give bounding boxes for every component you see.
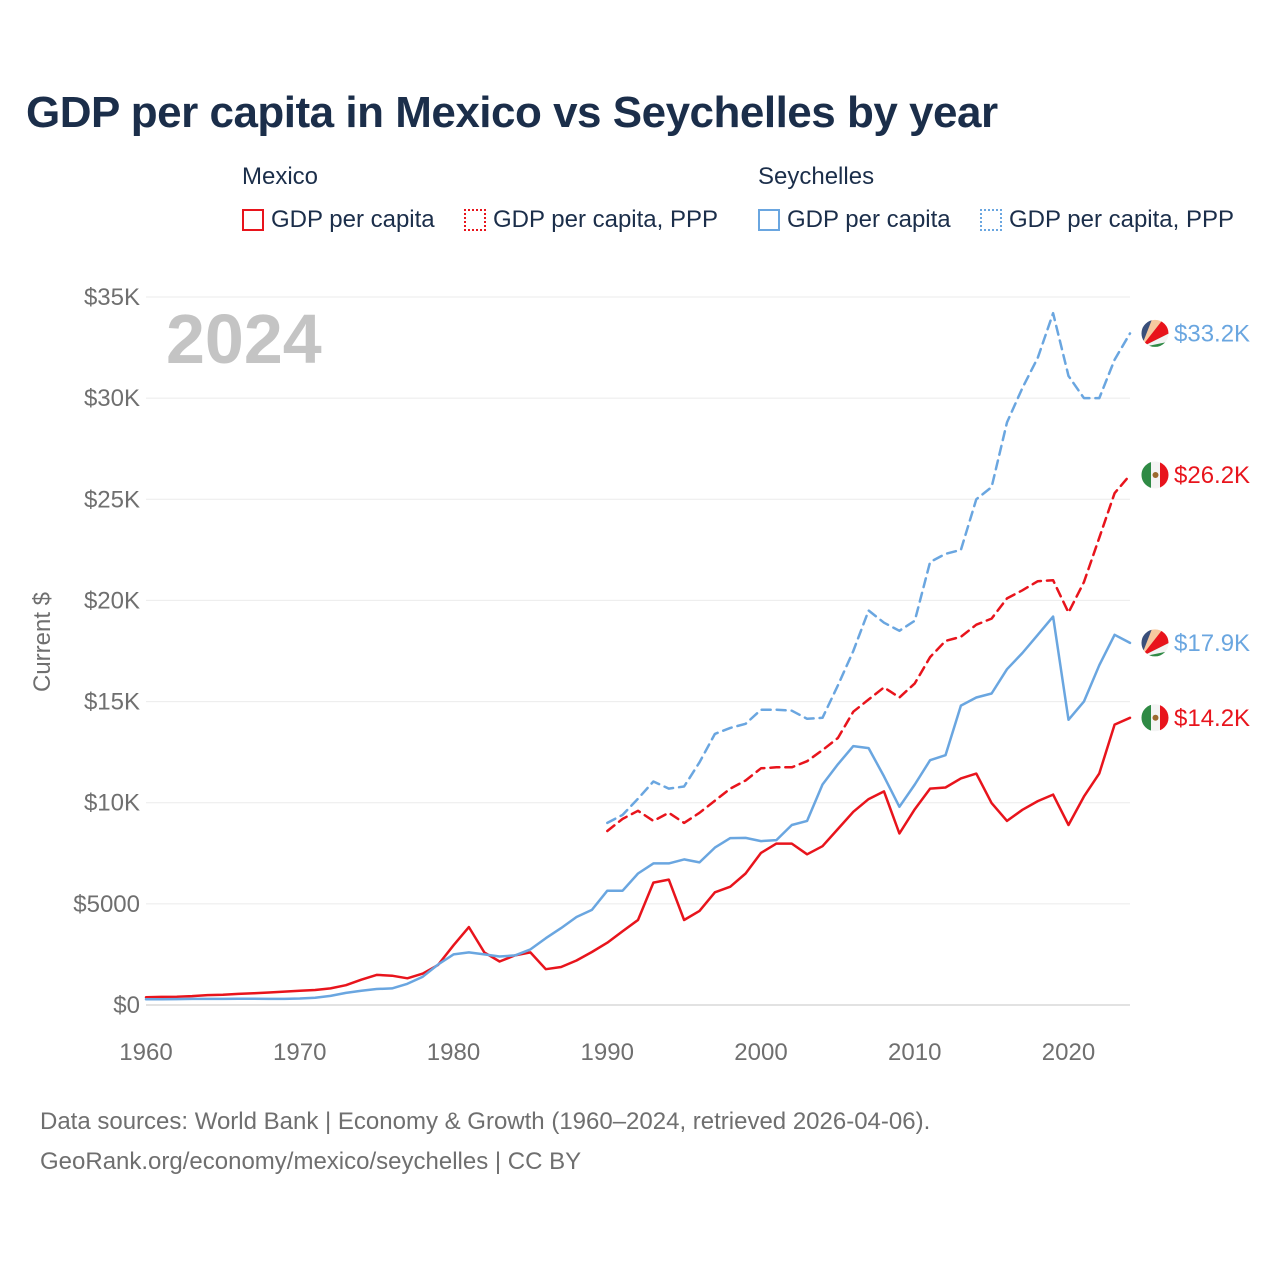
series-line-mexico-ppp[interactable] xyxy=(606,473,1132,833)
y-tick-label: $0 xyxy=(113,992,140,1019)
legend-label: GDP per capita, PPP xyxy=(493,206,718,233)
end-value-label: $26.2K xyxy=(1174,462,1250,489)
y-axis-label: Current $ xyxy=(29,592,56,692)
mexico-flag-icon xyxy=(1140,460,1170,490)
legend-mexico-gdp-ppp[interactable]: GDP per capita, PPP xyxy=(464,204,718,236)
end-value-label: $14.2K xyxy=(1174,705,1250,732)
mexico-flag-icon xyxy=(1140,703,1170,733)
end-value-label: $17.9K xyxy=(1174,630,1250,657)
source-line-1: Data sources: World Bank | Economy & Gro… xyxy=(40,1108,931,1135)
series-line-seychelles[interactable] xyxy=(144,615,1132,1001)
y-tick-label: $20K xyxy=(84,587,140,614)
end-value-label: $33.2K xyxy=(1174,320,1250,347)
x-tick-label: 1960 xyxy=(119,1039,172,1066)
legend-swatch-solid-red xyxy=(242,209,264,231)
legend-label: GDP per capita xyxy=(271,206,435,233)
x-tick-label: 2000 xyxy=(734,1039,787,1066)
series-line-seychelles-ppp[interactable] xyxy=(606,311,1132,825)
y-tick-label: $35K xyxy=(84,284,140,311)
source-line-2[interactable]: GeoRank.org/economy/mexico/seychelles | … xyxy=(40,1148,582,1175)
y-tick-label: $10K xyxy=(84,790,140,817)
year-watermark: 2024 xyxy=(166,300,322,378)
legend-label: GDP per capita, PPP xyxy=(1009,206,1234,233)
legend-label: GDP per capita xyxy=(787,206,951,233)
y-tick-label: $25K xyxy=(84,486,140,513)
legend-swatch-dotted-red xyxy=(464,209,486,231)
series-line-mexico[interactable] xyxy=(144,716,1132,999)
seychelles-flag-icon xyxy=(1140,318,1170,348)
legend-swatch-solid-blue xyxy=(758,209,780,231)
legend-mexico-gdp[interactable]: GDP per capita xyxy=(242,204,435,236)
legend-seychelles-gdp[interactable]: GDP per capita xyxy=(758,204,951,236)
legend-group-seychelles: Seychelles xyxy=(758,163,875,190)
chart-area: $0 $5000 $10K $15K $20K $25K $30K $35K 1960 1970 1… xyxy=(29,284,1250,1066)
legend-seychelles-gdp-ppp[interactable]: GDP per capita, PPP xyxy=(980,204,1234,236)
chart-title: GDP per capita in Mexico vs Seychelles b… xyxy=(26,88,998,137)
y-tick-label: $5000 xyxy=(73,891,140,918)
x-tick-label: 1980 xyxy=(427,1039,480,1066)
legend-swatch-dotted-blue xyxy=(980,209,1002,231)
seychelles-flag-icon xyxy=(1140,628,1170,658)
x-tick-label: 1990 xyxy=(581,1039,634,1066)
x-tick-label: 2010 xyxy=(888,1039,941,1066)
y-tick-label: $15K xyxy=(84,689,140,716)
x-tick-label: 1970 xyxy=(273,1039,326,1066)
x-tick-label: 2020 xyxy=(1042,1039,1095,1066)
y-tick-label: $30K xyxy=(84,385,140,412)
legend-group-mexico: Mexico xyxy=(242,163,319,190)
